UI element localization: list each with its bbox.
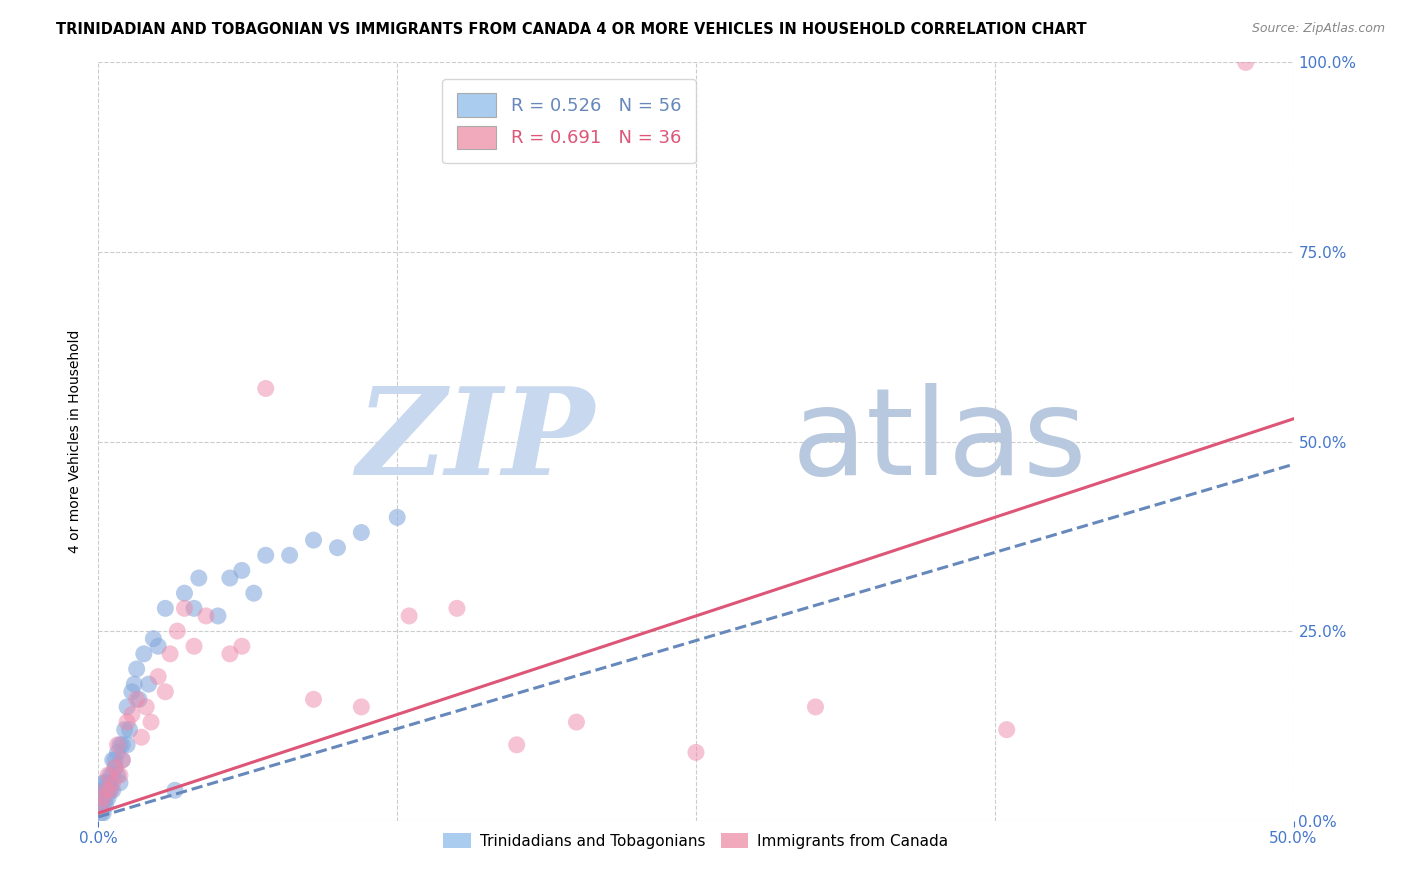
- Point: [183, 639, 205, 653]
- Point: [155, 601, 177, 615]
- Point: [107, 746, 129, 760]
- Point: [108, 776, 131, 790]
- Point: [107, 738, 129, 752]
- Point: [207, 608, 229, 623]
- Point: [101, 776, 124, 790]
- Point: [97, 783, 120, 797]
- Point: [104, 760, 127, 774]
- Text: TRINIDADIAN AND TOBAGONIAN VS IMMIGRANTS FROM CANADA 4 OR MORE VEHICLES IN HOUSE: TRINIDADIAN AND TOBAGONIAN VS IMMIGRANTS…: [56, 22, 1087, 37]
- Point: [124, 677, 146, 691]
- Point: [804, 699, 827, 714]
- Point: [148, 639, 170, 653]
- Point: [94, 776, 117, 790]
- Point: [231, 564, 253, 578]
- Text: Source: ZipAtlas.com: Source: ZipAtlas.com: [1251, 22, 1385, 36]
- Point: [506, 738, 529, 752]
- Point: [148, 669, 170, 683]
- Point: [195, 608, 218, 623]
- Text: atlas: atlas: [792, 383, 1087, 500]
- Point: [1234, 55, 1257, 70]
- Point: [111, 753, 134, 767]
- Point: [135, 699, 157, 714]
- Point: [91, 791, 114, 805]
- Point: [219, 571, 242, 585]
- Text: ZIP: ZIP: [356, 383, 595, 500]
- Point: [163, 783, 186, 797]
- Point: [166, 624, 188, 639]
- Point: [302, 533, 325, 548]
- Point: [97, 776, 120, 790]
- Point: [138, 677, 160, 691]
- Y-axis label: 4 or more Vehicles in Household: 4 or more Vehicles in Household: [69, 330, 83, 553]
- Point: [995, 723, 1018, 737]
- Point: [104, 760, 127, 774]
- Point: [98, 768, 122, 782]
- Point: [278, 548, 301, 563]
- Point: [115, 738, 138, 752]
- Point: [94, 783, 117, 797]
- Point: [132, 647, 155, 661]
- Point: [98, 776, 122, 790]
- Point: [91, 776, 114, 790]
- Point: [91, 791, 114, 805]
- Point: [91, 806, 114, 821]
- Point: [173, 586, 195, 600]
- Point: [326, 541, 349, 555]
- Point: [685, 746, 707, 760]
- Point: [98, 783, 122, 797]
- Point: [107, 768, 129, 782]
- Point: [111, 753, 134, 767]
- Point: [121, 685, 143, 699]
- Point: [121, 707, 143, 722]
- Point: [108, 768, 131, 782]
- Point: [90, 791, 112, 805]
- Point: [125, 662, 148, 676]
- Point: [173, 601, 195, 615]
- Point: [97, 768, 120, 782]
- Point: [231, 639, 253, 653]
- Point: [111, 738, 134, 752]
- Point: [565, 715, 588, 730]
- Point: [446, 601, 468, 615]
- Point: [139, 715, 162, 730]
- Point: [350, 699, 373, 714]
- Point: [98, 783, 122, 797]
- Point: [302, 692, 325, 706]
- Point: [398, 608, 420, 623]
- Point: [115, 715, 138, 730]
- Point: [94, 798, 117, 813]
- Point: [187, 571, 209, 585]
- Legend: Trinidadians and Tobagonians, Immigrants from Canada: Trinidadians and Tobagonians, Immigrants…: [437, 827, 955, 855]
- Point: [219, 647, 242, 661]
- Point: [108, 738, 131, 752]
- Point: [91, 783, 114, 797]
- Point: [101, 753, 124, 767]
- Point: [155, 685, 177, 699]
- Point: [101, 783, 124, 797]
- Point: [97, 791, 120, 805]
- Point: [90, 798, 112, 813]
- Point: [254, 382, 277, 396]
- Point: [91, 798, 114, 813]
- Point: [94, 783, 117, 797]
- Point: [104, 753, 127, 767]
- Point: [118, 723, 141, 737]
- Point: [114, 723, 136, 737]
- Point: [350, 525, 373, 540]
- Point: [243, 586, 266, 600]
- Point: [131, 730, 153, 744]
- Point: [254, 548, 277, 563]
- Point: [125, 692, 148, 706]
- Point: [159, 647, 181, 661]
- Point: [90, 806, 112, 821]
- Point: [183, 601, 205, 615]
- Point: [142, 632, 165, 646]
- Point: [94, 791, 117, 805]
- Point: [101, 768, 124, 782]
- Point: [90, 798, 112, 813]
- Point: [128, 692, 150, 706]
- Point: [385, 510, 409, 524]
- Point: [115, 699, 138, 714]
